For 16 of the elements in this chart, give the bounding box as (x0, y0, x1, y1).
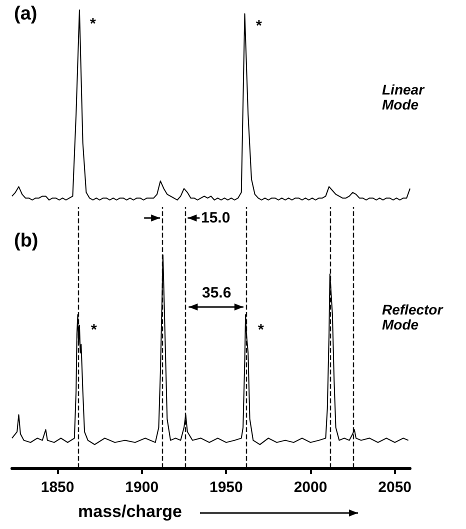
x-tick-label: 1850 (40, 479, 74, 496)
annotation: 35.6 (202, 284, 232, 302)
x-tick-label: 1900 (125, 479, 159, 496)
x-tick-label: 1950 (209, 479, 243, 496)
text: (b) (14, 230, 38, 252)
annotation: * (90, 16, 96, 32)
annotation: * (91, 322, 97, 338)
x-tick-label: 2000 (294, 479, 328, 496)
annotation: * (258, 322, 264, 338)
annotation: (a) (14, 4, 38, 24)
annotation: Reflector Mode (382, 302, 447, 332)
annotation: Linear Mode (382, 82, 428, 112)
x-axis-title: mass/charge (78, 502, 182, 521)
x-tick-label: 2050 (378, 479, 412, 496)
annotation: * (256, 18, 262, 34)
text: 15.0 (201, 210, 230, 226)
